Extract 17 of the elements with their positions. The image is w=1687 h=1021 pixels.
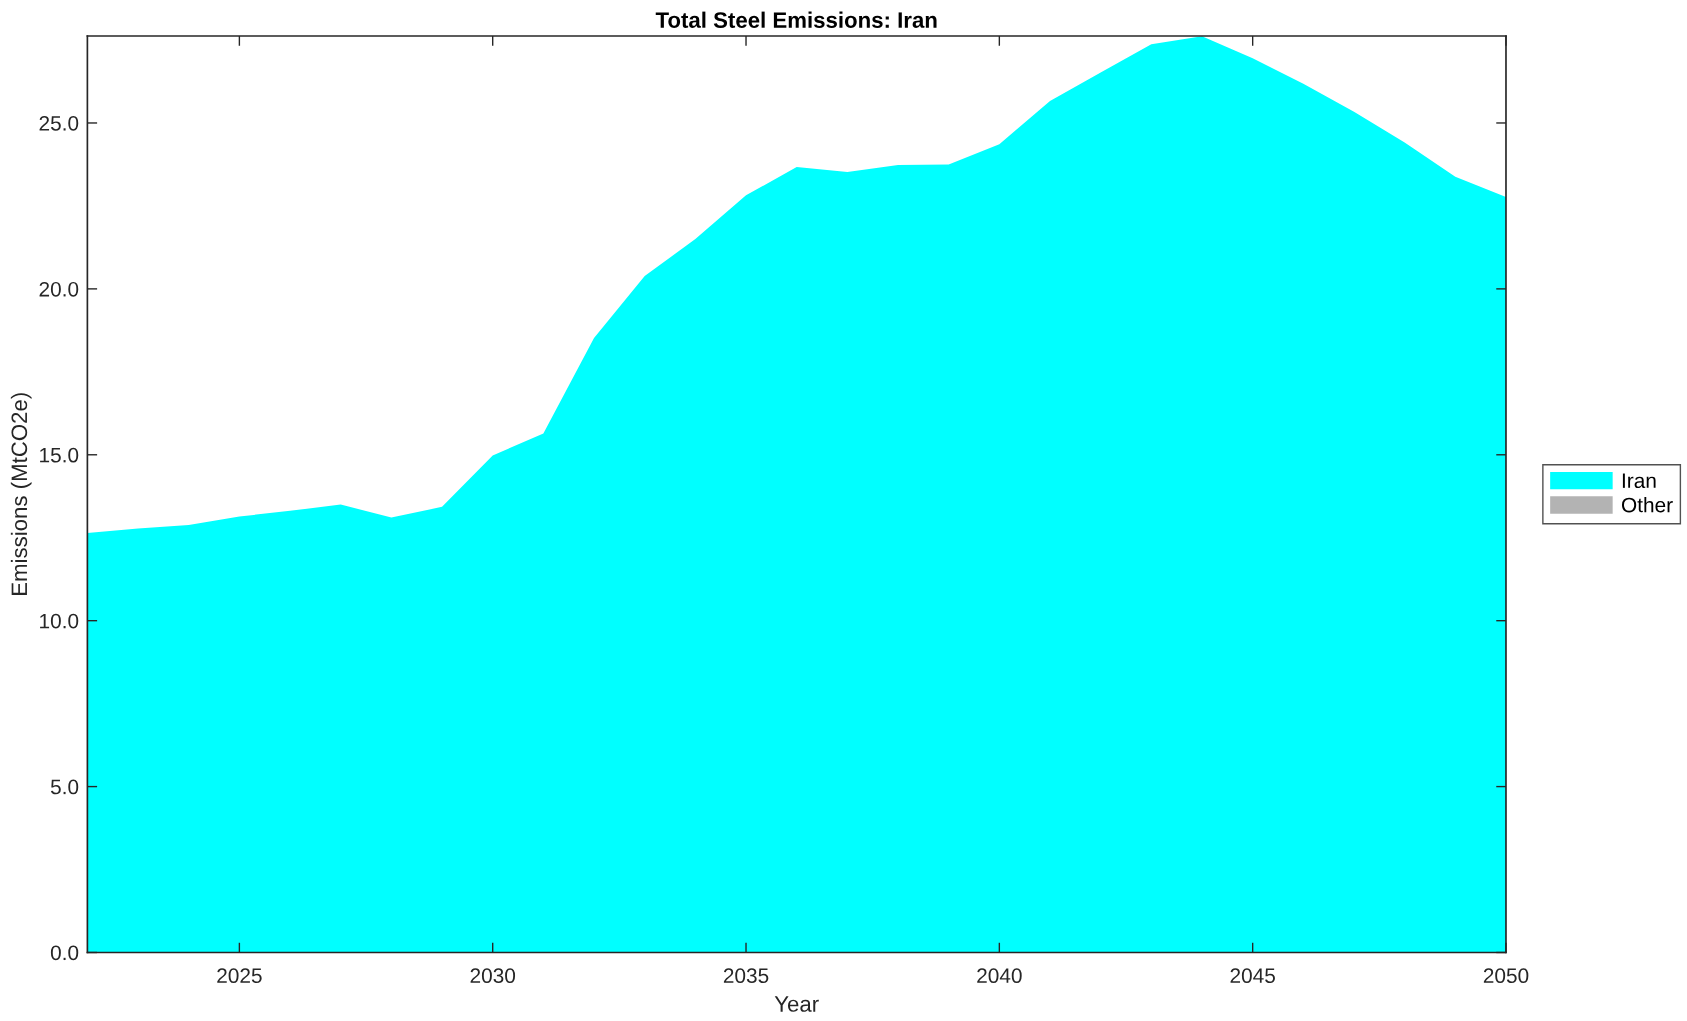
- chart-title: Total Steel Emissions: Iran: [655, 11, 937, 28]
- x-tick-label: 2045: [1230, 968, 1275, 984]
- legend-label: Iran: [1622, 473, 1656, 489]
- legend-label: Other: [1621, 497, 1673, 513]
- x-tick-label: 2040: [977, 968, 1022, 984]
- y-axis-title: Emissions (MtCO2e): [10, 393, 32, 595]
- x-tick-label: 2050: [1483, 968, 1529, 984]
- y-tick-label: 10.0: [40, 613, 79, 629]
- y-tick-label: 5.0: [50, 779, 79, 795]
- x-tick-label: 2025: [217, 968, 262, 984]
- x-tick-label: 2035: [723, 968, 769, 984]
- y-tick-label: 0.0: [50, 945, 79, 961]
- y-tick-label: 20.0: [39, 281, 79, 297]
- x-axis-title: Year: [774, 996, 819, 1012]
- x-tick-label: 2030: [470, 968, 516, 984]
- y-tick-label: 15.0: [40, 447, 79, 463]
- y-tick-label: 25.0: [39, 115, 79, 131]
